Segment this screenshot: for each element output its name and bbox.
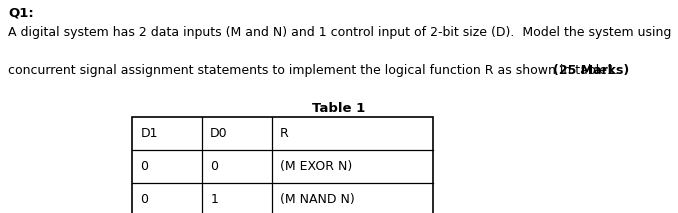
Bar [132,117,433,213]
Text: D0: D0 [210,127,228,140]
Text: (M NAND N): (M NAND N) [280,193,355,206]
Text: 0: 0 [210,160,218,173]
Text: 0: 0 [140,160,148,173]
Text: (M EXOR N): (M EXOR N) [280,160,353,173]
Text: (25 Marks): (25 Marks) [553,64,629,77]
Text: Q1:: Q1: [8,6,34,19]
Text: 1: 1 [210,193,218,206]
Text: Table 1: Table 1 [313,102,365,115]
Text: 0: 0 [140,193,148,206]
Text: R: R [280,127,289,140]
Text: concurrent signal assignment statements to implement the logical function R as s: concurrent signal assignment statements … [8,64,635,77]
Text: D1: D1 [140,127,158,140]
Text: A digital system has 2 data inputs (M and N) and 1 control input of 2-bit size (: A digital system has 2 data inputs (M an… [8,26,671,39]
